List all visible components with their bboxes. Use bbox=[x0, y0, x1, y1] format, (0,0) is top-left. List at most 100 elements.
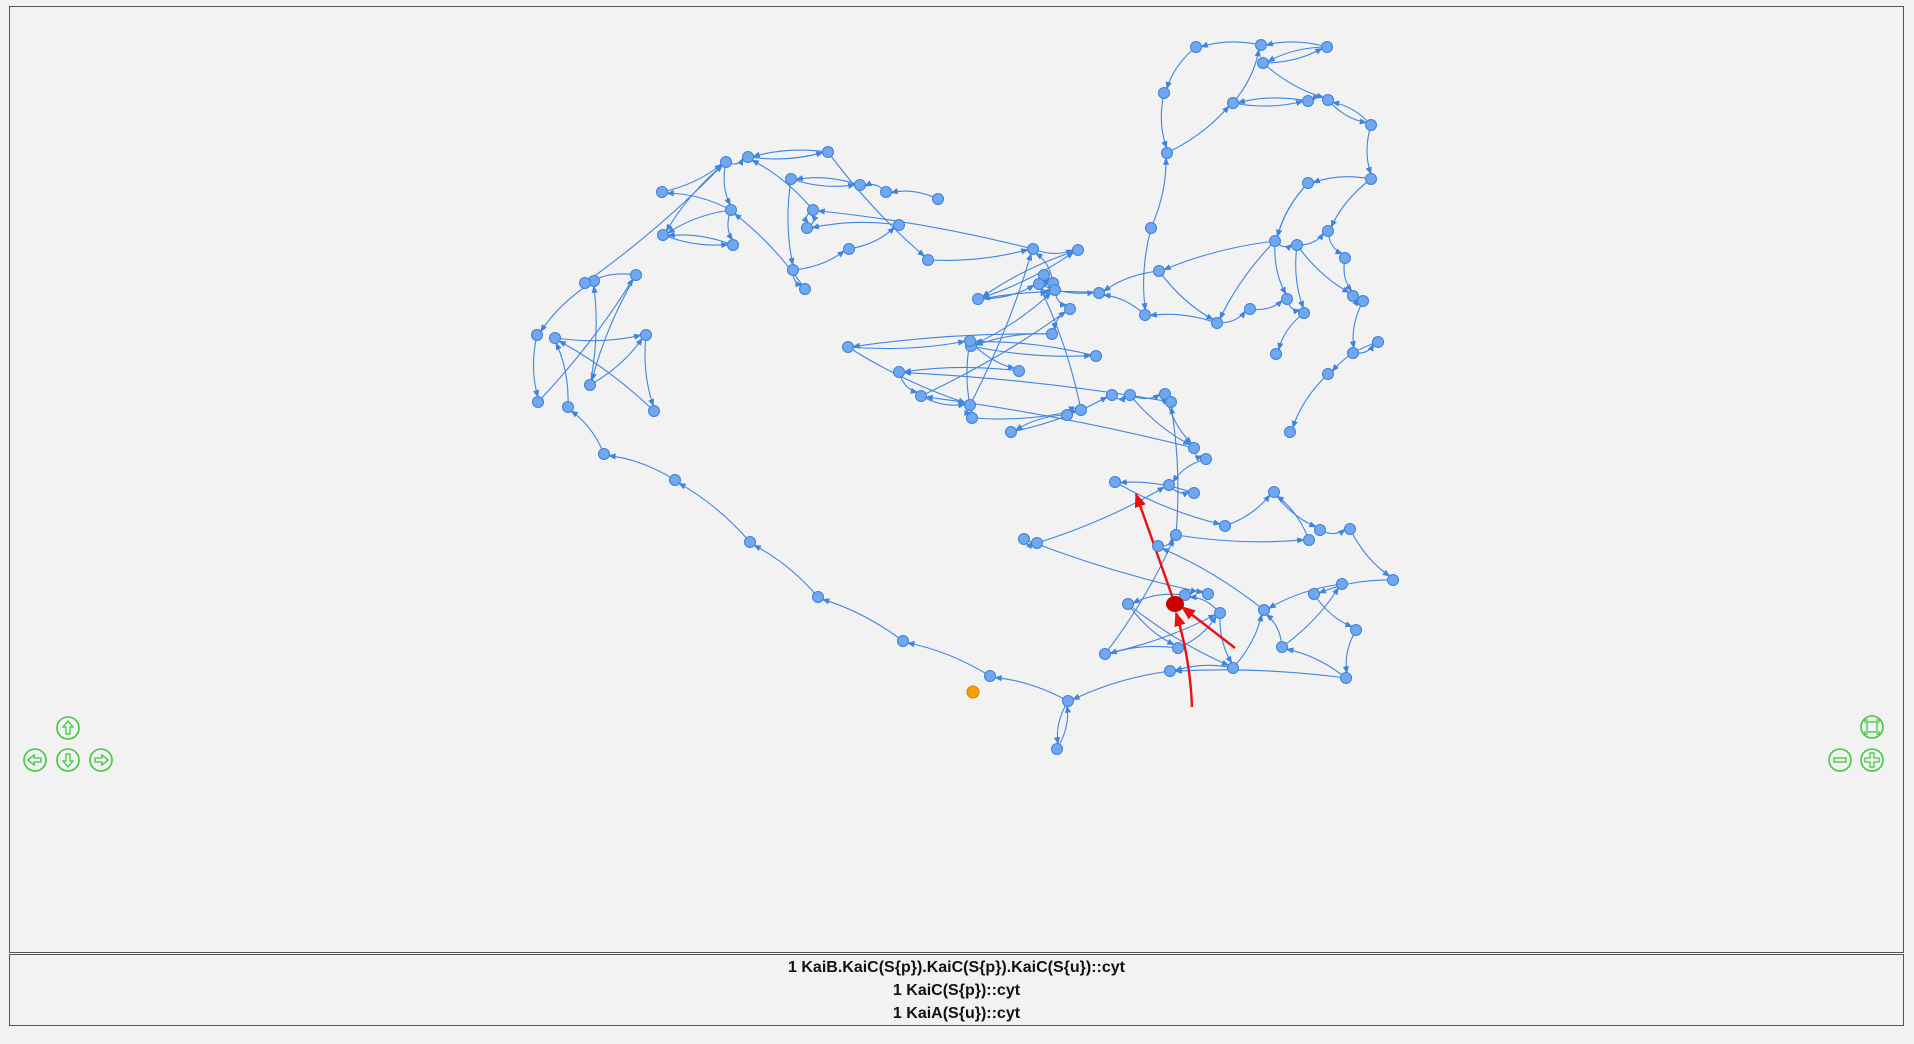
state-node[interactable] bbox=[799, 283, 811, 295]
pan-left-button[interactable] bbox=[23, 748, 47, 772]
state-node[interactable] bbox=[1365, 173, 1377, 185]
state-node[interactable] bbox=[1227, 97, 1239, 109]
initial-state-node[interactable] bbox=[966, 685, 980, 699]
state-node[interactable] bbox=[1072, 244, 1084, 256]
state-node[interactable] bbox=[1258, 604, 1270, 616]
state-node[interactable] bbox=[984, 670, 996, 682]
state-node[interactable] bbox=[1281, 293, 1293, 305]
state-node[interactable] bbox=[1350, 624, 1362, 636]
state-node[interactable] bbox=[630, 269, 642, 281]
state-node[interactable] bbox=[1165, 396, 1177, 408]
state-node[interactable] bbox=[1340, 672, 1352, 684]
state-node[interactable] bbox=[1322, 225, 1334, 237]
state-node[interactable] bbox=[1027, 243, 1039, 255]
state-node[interactable] bbox=[1064, 303, 1076, 315]
state-node[interactable] bbox=[1190, 41, 1202, 53]
state-node[interactable] bbox=[966, 412, 978, 424]
state-node[interactable] bbox=[842, 341, 854, 353]
state-node[interactable] bbox=[1170, 529, 1182, 541]
state-node[interactable] bbox=[1321, 41, 1333, 53]
state-graph[interactable] bbox=[10, 7, 1904, 953]
state-node[interactable] bbox=[972, 293, 984, 305]
state-node[interactable] bbox=[1336, 578, 1348, 590]
state-node[interactable] bbox=[744, 536, 756, 548]
state-node[interactable] bbox=[880, 186, 892, 198]
state-node[interactable] bbox=[1139, 309, 1151, 321]
state-node[interactable] bbox=[785, 173, 797, 185]
state-node[interactable] bbox=[1158, 87, 1170, 99]
state-node[interactable] bbox=[964, 399, 976, 411]
state-node[interactable] bbox=[531, 329, 543, 341]
state-node[interactable] bbox=[1005, 426, 1017, 438]
state-node[interactable] bbox=[1179, 589, 1191, 601]
state-node[interactable] bbox=[1075, 404, 1087, 416]
state-node[interactable] bbox=[807, 204, 819, 216]
state-graph-panel[interactable] bbox=[9, 6, 1904, 953]
state-node[interactable] bbox=[727, 239, 739, 251]
state-node[interactable] bbox=[1268, 486, 1280, 498]
state-node[interactable] bbox=[1033, 278, 1045, 290]
state-node[interactable] bbox=[1061, 409, 1073, 421]
state-node[interactable] bbox=[843, 243, 855, 255]
state-node[interactable] bbox=[1163, 479, 1175, 491]
state-node[interactable] bbox=[1227, 662, 1239, 674]
state-node[interactable] bbox=[584, 379, 596, 391]
state-node[interactable] bbox=[1031, 537, 1043, 549]
state-node[interactable] bbox=[1109, 476, 1121, 488]
state-node[interactable] bbox=[893, 219, 905, 231]
state-node[interactable] bbox=[640, 329, 652, 341]
state-node[interactable] bbox=[1099, 648, 1111, 660]
state-node[interactable] bbox=[854, 179, 866, 191]
state-node[interactable] bbox=[669, 474, 681, 486]
state-node[interactable] bbox=[897, 635, 909, 647]
state-node[interactable] bbox=[1200, 453, 1212, 465]
state-node[interactable] bbox=[1387, 574, 1399, 586]
state-node[interactable] bbox=[598, 448, 610, 460]
state-node[interactable] bbox=[1308, 588, 1320, 600]
state-node[interactable] bbox=[1269, 235, 1281, 247]
state-node[interactable] bbox=[1322, 94, 1334, 106]
state-node[interactable] bbox=[1049, 284, 1061, 296]
state-node[interactable] bbox=[1038, 269, 1050, 281]
state-node[interactable] bbox=[1372, 336, 1384, 348]
state-node[interactable] bbox=[1276, 641, 1288, 653]
state-node[interactable] bbox=[1257, 57, 1269, 69]
state-node[interactable] bbox=[720, 156, 732, 168]
state-node[interactable] bbox=[964, 335, 976, 347]
state-node[interactable] bbox=[1303, 534, 1315, 546]
state-node[interactable] bbox=[1145, 222, 1157, 234]
state-node[interactable] bbox=[1211, 317, 1223, 329]
state-node[interactable] bbox=[1284, 426, 1296, 438]
state-node[interactable] bbox=[1046, 328, 1058, 340]
state-node[interactable] bbox=[1322, 368, 1334, 380]
state-node[interactable] bbox=[1013, 365, 1025, 377]
state-node[interactable] bbox=[801, 222, 813, 234]
pan-up-button[interactable] bbox=[56, 716, 80, 740]
state-node[interactable] bbox=[1357, 295, 1369, 307]
state-node[interactable] bbox=[1062, 695, 1074, 707]
state-node[interactable] bbox=[1093, 287, 1105, 299]
state-node[interactable] bbox=[1270, 348, 1282, 360]
state-node[interactable] bbox=[1090, 350, 1102, 362]
state-node[interactable] bbox=[1051, 743, 1063, 755]
state-node[interactable] bbox=[1219, 520, 1231, 532]
pan-right-button[interactable] bbox=[89, 748, 113, 772]
state-node[interactable] bbox=[549, 332, 561, 344]
state-node[interactable] bbox=[922, 254, 934, 266]
state-node[interactable] bbox=[1347, 290, 1359, 302]
state-node[interactable] bbox=[579, 277, 591, 289]
state-node[interactable] bbox=[562, 401, 574, 413]
state-node[interactable] bbox=[1291, 239, 1303, 251]
state-node[interactable] bbox=[1365, 119, 1377, 131]
state-node[interactable] bbox=[1302, 177, 1314, 189]
state-node[interactable] bbox=[822, 146, 834, 158]
state-node[interactable] bbox=[1244, 303, 1256, 315]
state-node[interactable] bbox=[1153, 265, 1165, 277]
state-node[interactable] bbox=[725, 204, 737, 216]
fit-view-button[interactable] bbox=[1860, 715, 1884, 739]
state-node[interactable] bbox=[656, 186, 668, 198]
state-node[interactable] bbox=[1314, 524, 1326, 536]
pan-down-button[interactable] bbox=[56, 748, 80, 772]
state-node[interactable] bbox=[1339, 252, 1351, 264]
state-node[interactable] bbox=[1214, 607, 1226, 619]
